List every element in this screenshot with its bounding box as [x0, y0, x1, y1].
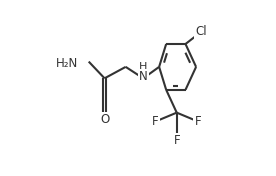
Text: F: F: [173, 134, 180, 147]
Text: F: F: [152, 115, 159, 128]
Text: N: N: [139, 70, 148, 83]
Text: H₂N: H₂N: [55, 57, 78, 70]
Text: H: H: [139, 62, 147, 72]
Text: F: F: [195, 115, 201, 128]
Text: Cl: Cl: [196, 25, 207, 38]
Text: O: O: [100, 113, 109, 126]
